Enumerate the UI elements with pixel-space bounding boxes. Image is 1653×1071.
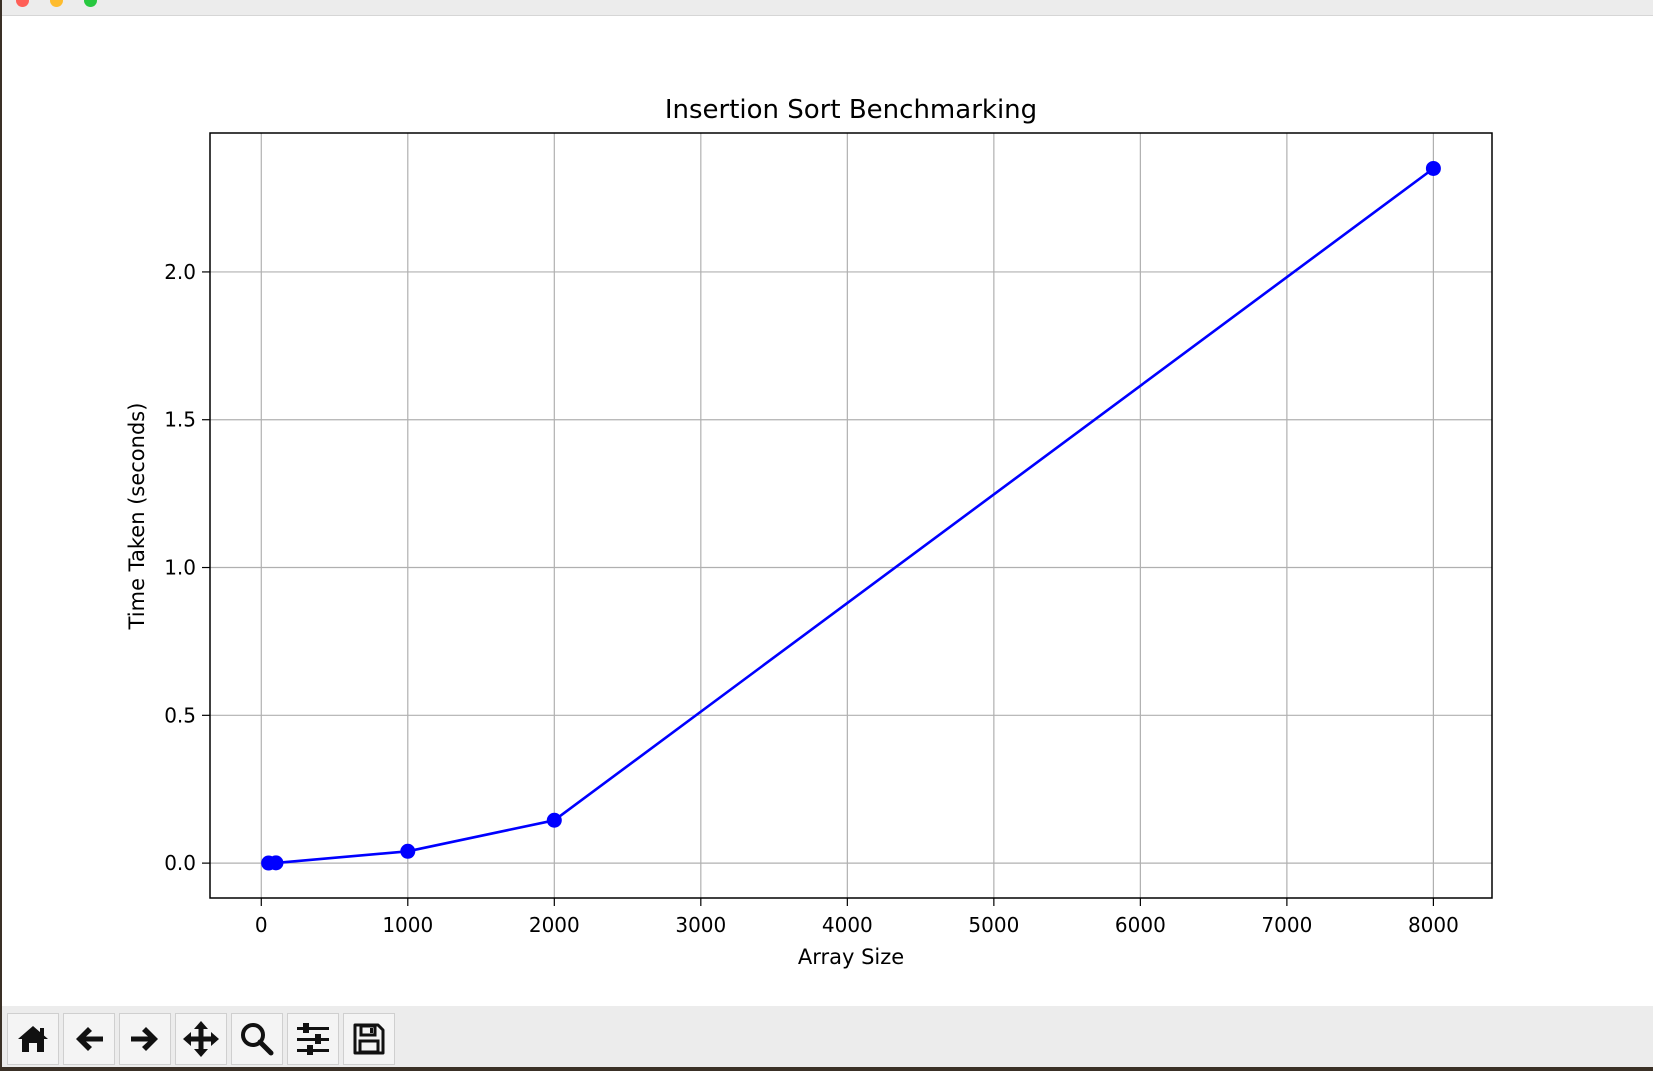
forward-arrow-icon [131,1027,158,1051]
data-point-marker [268,855,284,871]
minimize-window-button[interactable] [50,0,63,7]
zoom-button[interactable] [231,1013,283,1065]
x-tick-label: 5000 [968,913,1019,937]
close-window-button[interactable] [16,0,29,7]
x-axis-label: Array Size [798,945,904,969]
x-tick-label: 0 [255,913,268,937]
x-tick-label: 2000 [529,913,580,937]
x-tick-label: 3000 [675,913,726,937]
axis-ticks: 0 1000 2000 3000 4000 5000 6000 7000 8000 0.0 0.5 1… [164,260,1459,937]
zoom-window-button[interactable] [84,0,97,7]
save-figure-button[interactable] [343,1013,395,1065]
home-icon [18,1026,48,1052]
back-arrow-icon [76,1027,103,1051]
x-tick-label: 4000 [822,913,873,937]
x-tick-label: 6000 [1115,913,1166,937]
chart: 0 1000 2000 3000 4000 5000 6000 7000 8000 0.0 0.5 1… [125,95,1493,969]
window-titlebar [2,0,1653,16]
grid-lines [210,133,1492,898]
series-line [268,167,1435,865]
data-point-marker [1425,160,1441,176]
chart-title: Insertion Sort Benchmarking [665,95,1037,125]
figure-canvas[interactable]: 0 1000 2000 3000 4000 5000 6000 7000 8000 0.0 0.5 1… [2,16,1653,1006]
x-tick-label: 8000 [1408,913,1459,937]
y-tick-label: 1.0 [164,556,196,580]
data-series [261,160,1441,871]
pan-button[interactable] [175,1013,227,1065]
configure-subplots-button[interactable] [287,1013,339,1065]
navigation-toolbar [2,1006,1653,1067]
pan-icon [183,1021,219,1057]
y-tick-label: 2.0 [164,260,196,284]
back-button[interactable] [63,1013,115,1065]
x-tick-label: 7000 [1261,913,1312,937]
data-point-marker [400,843,416,859]
y-axis-label: Time Taken (seconds) [125,403,149,631]
save-icon [353,1023,385,1055]
data-point-marker [546,812,562,828]
axes-frame [209,132,1493,899]
forward-button[interactable] [119,1013,171,1065]
zoom-icon [241,1023,274,1056]
y-tick-label: 0.5 [164,703,196,727]
home-button[interactable] [7,1013,59,1065]
configure-subplots-icon [297,1023,329,1055]
y-tick-label: 1.5 [164,408,196,432]
y-tick-label: 0.0 [164,851,196,875]
x-tick-label: 1000 [382,913,433,937]
